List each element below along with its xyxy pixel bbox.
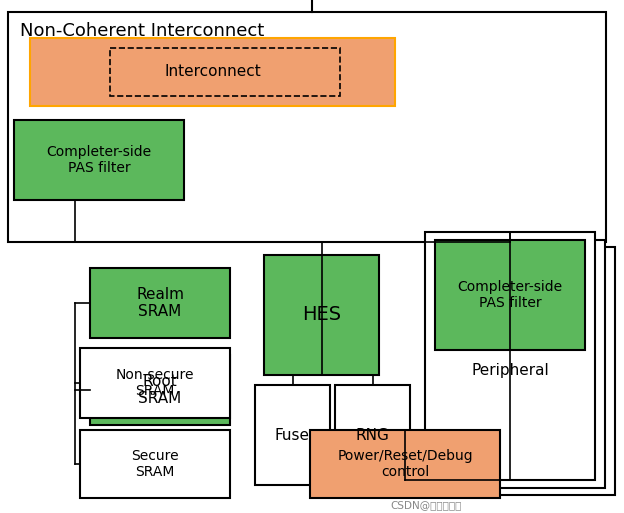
Text: Interconnect: Interconnect bbox=[164, 65, 261, 80]
Bar bbox=[80, 430, 230, 498]
Text: Secure
SRAM: Secure SRAM bbox=[131, 449, 179, 479]
Bar bbox=[255, 385, 330, 485]
Text: Peripheral: Peripheral bbox=[471, 363, 549, 378]
Bar bbox=[30, 38, 395, 106]
Bar bbox=[110, 48, 340, 96]
Text: Non-secure
SRAM: Non-secure SRAM bbox=[115, 368, 194, 398]
Bar bbox=[264, 255, 379, 375]
Text: Completer-side
PAS filter: Completer-side PAS filter bbox=[46, 145, 152, 175]
Bar bbox=[90, 355, 230, 425]
Bar bbox=[80, 348, 230, 418]
Text: Completer-side
PAS filter: Completer-side PAS filter bbox=[457, 280, 563, 310]
Bar bbox=[14, 120, 184, 200]
Bar bbox=[435, 240, 585, 350]
Text: Root
SRAM: Root SRAM bbox=[139, 374, 182, 406]
Text: Non-Coherent Interconnect: Non-Coherent Interconnect bbox=[20, 22, 264, 40]
Bar bbox=[90, 268, 230, 338]
Text: Fuse: Fuse bbox=[275, 427, 310, 443]
Text: Power/Reset/Debug
control: Power/Reset/Debug control bbox=[337, 449, 473, 479]
Bar bbox=[425, 232, 595, 480]
Bar bbox=[445, 247, 615, 495]
Text: RNG: RNG bbox=[356, 427, 389, 443]
Text: HES: HES bbox=[302, 306, 341, 325]
Bar bbox=[8, 12, 606, 242]
Bar bbox=[435, 240, 605, 488]
Bar bbox=[335, 385, 410, 485]
Text: Realm
SRAM: Realm SRAM bbox=[136, 287, 184, 319]
Text: CSDN@安全二次方: CSDN@安全二次方 bbox=[390, 500, 461, 510]
Bar bbox=[310, 430, 500, 498]
